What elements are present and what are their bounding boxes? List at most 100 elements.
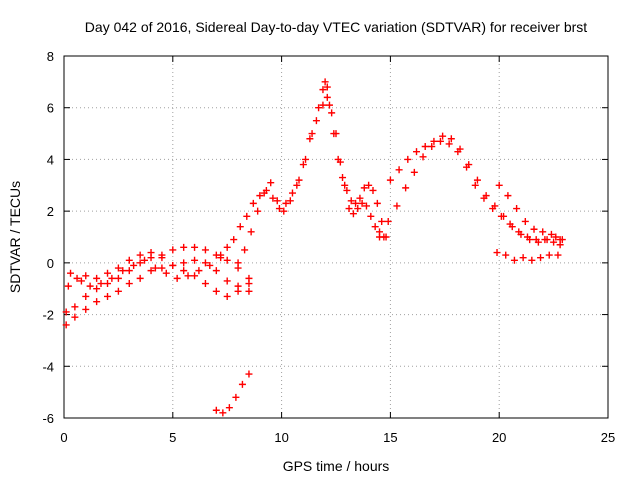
- data-point-marker: [234, 259, 242, 267]
- data-point-marker: [471, 181, 479, 189]
- data-point-marker: [495, 181, 503, 189]
- data-point-marker: [543, 236, 551, 244]
- data-point-marker: [136, 274, 144, 282]
- data-point-marker: [125, 280, 133, 288]
- data-points: [62, 78, 566, 417]
- data-point-marker: [528, 256, 536, 264]
- data-point-marker: [332, 130, 340, 138]
- data-point-marker: [195, 267, 203, 275]
- data-point-marker: [445, 140, 453, 148]
- data-point-marker: [125, 256, 133, 264]
- y-tick-label: 8: [47, 49, 54, 64]
- data-point-marker: [323, 93, 331, 101]
- data-point-marker: [254, 207, 262, 215]
- data-point-marker: [473, 176, 481, 184]
- data-point-marker: [212, 287, 220, 295]
- data-point-marker: [180, 243, 188, 251]
- data-point-marker: [358, 199, 366, 207]
- data-point-marker: [219, 409, 227, 417]
- data-point-marker: [312, 117, 320, 125]
- data-point-marker: [491, 202, 499, 210]
- data-point-marker: [526, 236, 534, 244]
- data-point-marker: [243, 212, 251, 220]
- data-point-marker: [206, 261, 214, 269]
- data-point-marker: [104, 269, 112, 277]
- data-point-marker: [119, 267, 127, 275]
- y-tick-label: -4: [42, 359, 54, 374]
- data-point-marker: [502, 251, 510, 259]
- data-point-marker: [356, 194, 364, 202]
- data-point-marker: [201, 259, 209, 267]
- data-point-marker: [554, 251, 562, 259]
- data-point-marker: [482, 192, 490, 200]
- data-point-marker: [395, 166, 403, 174]
- data-point-marker: [114, 287, 122, 295]
- series-evening-arc: [376, 137, 564, 249]
- data-point-marker: [534, 238, 542, 246]
- data-point-marker: [393, 202, 401, 210]
- data-point-marker: [180, 259, 188, 267]
- series-track-a: [62, 243, 253, 316]
- data-point-marker: [201, 246, 209, 254]
- data-point-marker: [223, 243, 231, 251]
- data-point-marker: [104, 292, 112, 300]
- data-point-marker: [169, 261, 177, 269]
- data-point-marker: [77, 277, 85, 285]
- data-point-marker: [245, 370, 253, 378]
- data-point-marker: [465, 161, 473, 169]
- data-point-marker: [421, 143, 429, 150]
- data-point-marker: [147, 267, 155, 275]
- data-point-marker: [151, 264, 159, 272]
- data-point-marker: [288, 189, 296, 197]
- data-point-marker: [114, 264, 122, 272]
- data-point-marker: [82, 305, 90, 313]
- plot-frame: [63, 55, 609, 419]
- data-point-marker: [345, 205, 353, 213]
- data-point-marker: [547, 230, 555, 238]
- data-point-marker: [125, 267, 133, 275]
- data-point-marker: [86, 282, 94, 290]
- data-point-marker: [369, 186, 377, 194]
- data-point-marker: [217, 251, 225, 259]
- data-point-marker: [212, 267, 220, 275]
- series-dip: [212, 370, 253, 417]
- data-point-marker: [319, 86, 327, 94]
- data-point-marker: [339, 174, 347, 182]
- data-point-marker: [238, 380, 246, 388]
- data-point-marker: [493, 249, 501, 257]
- data-point-marker: [321, 78, 329, 86]
- data-point-marker: [269, 194, 277, 202]
- data-point-marker: [328, 109, 336, 117]
- data-point-marker: [247, 228, 255, 236]
- data-point-marker: [354, 205, 362, 213]
- data-point-marker: [180, 267, 188, 275]
- data-point-marker: [299, 161, 307, 169]
- data-point-marker: [513, 205, 521, 213]
- data-point-marker: [249, 199, 257, 207]
- data-point-marker: [545, 251, 553, 259]
- data-point-marker: [191, 256, 199, 264]
- data-point-marker: [173, 274, 181, 282]
- data-point-marker: [280, 207, 288, 215]
- data-point-marker: [141, 256, 149, 264]
- data-point-marker: [245, 280, 253, 288]
- data-point-marker: [295, 176, 303, 184]
- data-point-marker: [539, 228, 547, 236]
- data-point-marker: [378, 217, 386, 225]
- x-axis-ticks: 0 5 10 15 20 25: [60, 56, 615, 445]
- x-tick-label: 0: [60, 430, 67, 445]
- series-evening-arc-2: [386, 132, 566, 246]
- data-point-marker: [225, 404, 233, 412]
- data-point-marker: [336, 158, 344, 166]
- series-late-branch: [495, 181, 564, 244]
- data-point-marker: [302, 155, 310, 163]
- data-point-marker: [73, 274, 81, 282]
- data-point-marker: [352, 199, 360, 207]
- data-point-marker: [413, 148, 421, 156]
- data-point-marker: [286, 197, 294, 205]
- data-point-marker: [191, 243, 199, 251]
- data-point-marker: [343, 186, 351, 194]
- data-point-marker: [275, 205, 283, 213]
- data-point-marker: [147, 249, 155, 257]
